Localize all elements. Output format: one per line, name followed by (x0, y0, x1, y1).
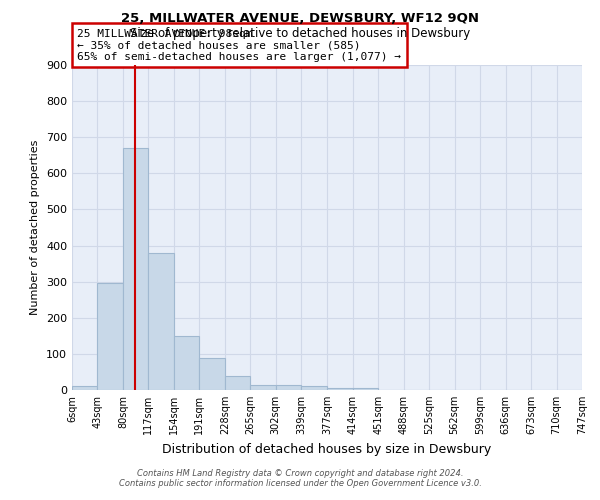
Text: 25, MILLWATER AVENUE, DEWSBURY, WF12 9QN: 25, MILLWATER AVENUE, DEWSBURY, WF12 9QN (121, 12, 479, 26)
Y-axis label: Number of detached properties: Number of detached properties (31, 140, 40, 315)
Bar (148, 253, 174, 390)
Bar (97, 284, 123, 390)
Bar (250, 384, 276, 390)
Bar (72, 386, 97, 390)
Bar (276, 384, 301, 390)
Bar (123, 148, 148, 390)
Bar (225, 376, 250, 390)
Text: Size of property relative to detached houses in Dewsbury: Size of property relative to detached ho… (130, 28, 470, 40)
Text: Contains HM Land Registry data © Crown copyright and database right 2024.: Contains HM Land Registry data © Crown c… (137, 468, 463, 477)
Text: Contains public sector information licensed under the Open Government Licence v3: Contains public sector information licen… (119, 478, 481, 488)
Bar (353, 388, 378, 390)
Bar (328, 388, 353, 390)
Bar (199, 358, 225, 390)
Bar (174, 336, 199, 390)
Bar (301, 386, 328, 390)
X-axis label: Distribution of detached houses by size in Dewsbury: Distribution of detached houses by size … (163, 442, 491, 456)
Text: 25 MILLWATER AVENUE: 98sqm
← 35% of detached houses are smaller (585)
65% of sem: 25 MILLWATER AVENUE: 98sqm ← 35% of deta… (77, 28, 401, 62)
